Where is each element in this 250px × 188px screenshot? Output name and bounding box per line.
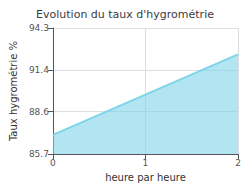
svg-text:Taux hygrométrie %: Taux hygrométrie % [8, 41, 19, 142]
svg-text:2: 2 [235, 158, 241, 168]
svg-text:91.4: 91.4 [29, 65, 49, 75]
svg-text:94.3: 94.3 [29, 23, 49, 33]
svg-text:1: 1 [143, 158, 149, 168]
svg-text:0: 0 [50, 158, 56, 168]
svg-text:Evolution du taux d'hygrométri: Evolution du taux d'hygrométrie [36, 8, 214, 21]
svg-text:85.7: 85.7 [29, 149, 49, 159]
svg-text:88.6: 88.6 [29, 107, 49, 117]
svg-text:heure par heure: heure par heure [105, 172, 186, 183]
